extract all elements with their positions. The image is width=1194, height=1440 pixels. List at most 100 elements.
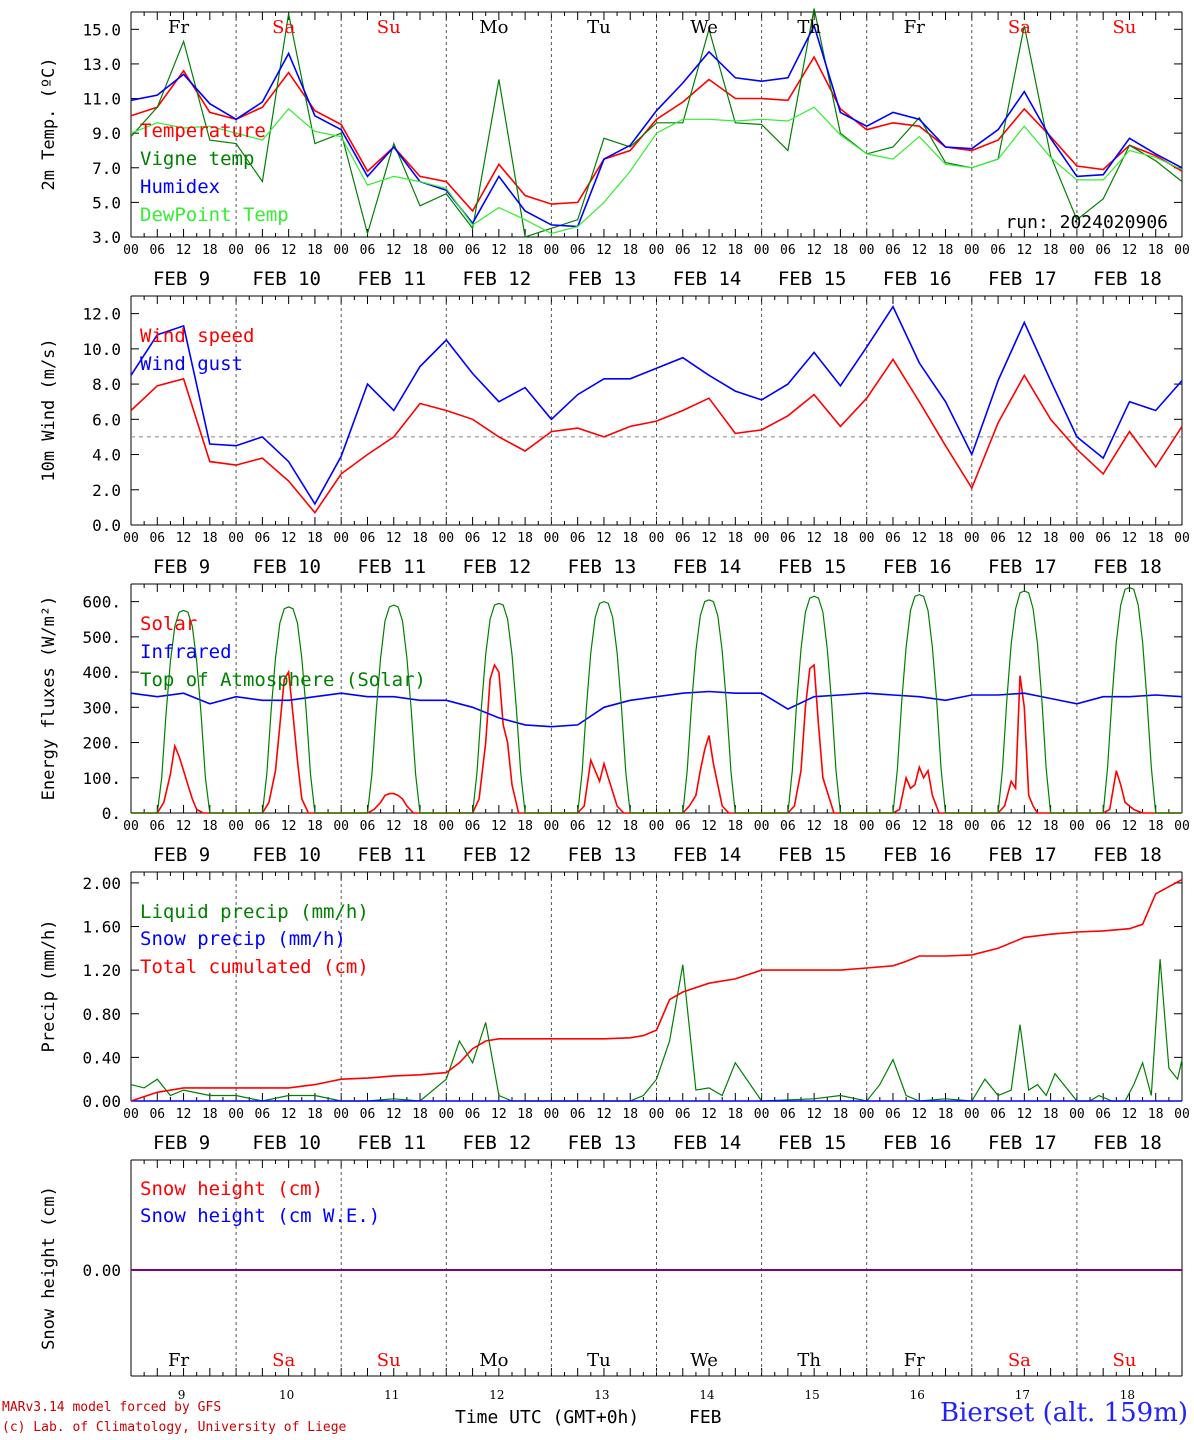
hour-tick-label: 18 (412, 243, 428, 258)
hour-tick-label: 06 (149, 531, 165, 546)
hour-tick-label: 18 (727, 531, 743, 546)
hour-tick-label: 18 (1043, 531, 1059, 546)
hour-tick-label: 12 (911, 819, 927, 834)
hour-tick-label: 18 (622, 1107, 638, 1122)
hour-tick-label: 18 (307, 1107, 323, 1122)
hour-tick-label: 18 (412, 819, 428, 834)
day-name-label: Sa (1008, 17, 1031, 38)
date-label: FEB 15 (778, 268, 847, 290)
legend-entry: Snow precip (mm/h) (140, 928, 346, 950)
y-tick-label: 100. (82, 769, 121, 788)
legend-entry: Total cumulated (cm) (140, 956, 369, 978)
y-axis-label: 2m Temp. (ºC) (39, 57, 59, 190)
hour-tick-label: 12 (491, 819, 507, 834)
hour-tick-label: 18 (517, 243, 533, 258)
hour-tick-label: 00 (544, 531, 560, 546)
day-number-label: 16 (910, 1388, 925, 1402)
day-name-label: Fr (904, 17, 925, 38)
hour-tick-label: 06 (990, 243, 1006, 258)
hour-tick-label: 18 (938, 243, 954, 258)
hour-tick-label: 18 (307, 531, 323, 546)
date-label: FEB 15 (778, 556, 847, 578)
day-name-label: Su (377, 17, 401, 38)
hour-tick-label: 06 (255, 531, 271, 546)
y-tick-label: 9.0 (92, 124, 121, 143)
hour-tick-label: 00 (964, 531, 980, 546)
day-number-label: 11 (384, 1388, 399, 1402)
hour-tick-label: 00 (333, 1107, 349, 1122)
date-label: FEB 9 (153, 556, 210, 578)
hour-tick-label: 12 (911, 243, 927, 258)
hour-tick-label: 00 (228, 243, 244, 258)
date-label: FEB 18 (1093, 556, 1162, 578)
model-credit: MARv3.14 model forced by GFS (2, 1400, 222, 1415)
hour-tick-label: 18 (938, 819, 954, 834)
hour-tick-label: 12 (596, 531, 612, 546)
hour-tick-label: 12 (1017, 1107, 1033, 1122)
hour-tick-label: 06 (885, 531, 901, 546)
hour-tick-label: 06 (570, 531, 586, 546)
hour-tick-label: 12 (701, 1107, 717, 1122)
hour-tick-label: 12 (701, 819, 717, 834)
date-label: FEB 17 (988, 556, 1057, 578)
day-number-label: 17 (1015, 1388, 1030, 1402)
day-name-label: Tu (587, 17, 611, 38)
day-name-label: Su (1112, 1350, 1136, 1371)
hour-tick-label: 12 (596, 1107, 612, 1122)
hour-tick-label: 06 (675, 1107, 691, 1122)
hour-tick-label: 18 (727, 819, 743, 834)
hour-tick-label: 12 (281, 243, 297, 258)
hour-tick-label: 00 (1174, 531, 1190, 546)
hour-tick-label: 06 (885, 819, 901, 834)
hour-tick-label: 18 (1043, 819, 1059, 834)
hour-tick-label: 12 (1017, 819, 1033, 834)
day-number-label: 18 (1120, 1388, 1135, 1402)
date-label: FEB 11 (357, 1132, 426, 1154)
date-label: FEB 18 (1093, 1132, 1162, 1154)
hour-tick-label: 00 (438, 531, 454, 546)
hour-tick-label: 00 (123, 531, 139, 546)
hour-tick-label: 06 (255, 243, 271, 258)
hour-tick-label: 12 (911, 1107, 927, 1122)
legend-entry: Vigne temp (140, 148, 254, 170)
hour-tick-label: 12 (386, 819, 402, 834)
date-label: FEB 10 (252, 1132, 321, 1154)
hour-tick-label: 12 (281, 1107, 297, 1122)
hour-tick-label: 06 (570, 243, 586, 258)
date-label: FEB 10 (252, 844, 321, 866)
day-number-label: 10 (279, 1388, 294, 1402)
hour-tick-label: 00 (1069, 531, 1085, 546)
date-label: FEB 14 (673, 1132, 742, 1154)
hour-tick-label: 00 (859, 1107, 875, 1122)
y-tick-label: 3.0 (92, 228, 121, 247)
day-number-label: 15 (805, 1388, 820, 1402)
hour-tick-label: 12 (491, 243, 507, 258)
hour-tick-label: 12 (281, 819, 297, 834)
hour-tick-label: 06 (780, 1107, 796, 1122)
series-line-1 (130, 304, 1183, 506)
hour-tick-label: 00 (754, 531, 770, 546)
legend-entry: Wind speed (140, 325, 254, 347)
hour-tick-label: 00 (1174, 819, 1190, 834)
y-tick-label: 6.0 (92, 410, 121, 429)
date-label: FEB 15 (778, 1132, 847, 1154)
hour-tick-label: 00 (1069, 243, 1085, 258)
day-name-label: Tu (587, 1350, 611, 1371)
series-line-2 (130, 23, 1183, 228)
hour-tick-label: 18 (622, 243, 638, 258)
day-number-label: 14 (699, 1388, 715, 1402)
hour-tick-label: 06 (885, 243, 901, 258)
hour-tick-label: 06 (675, 819, 691, 834)
date-label: FEB 13 (568, 1132, 637, 1154)
hour-tick-label: 06 (990, 1107, 1006, 1122)
panel-2: 0.0 2.0 4.0 6.0 8.0 10.0 12.0 10m Wind (m/s) Win… (39, 295, 1190, 578)
date-label: FEB 18 (1093, 844, 1162, 866)
station-name: Bierset (alt. 159m) (939, 1398, 1188, 1428)
hour-tick-label: 18 (202, 819, 218, 834)
hour-tick-label: 12 (1122, 819, 1138, 834)
hour-tick-label: 18 (1148, 243, 1164, 258)
day-name-label: Mo (479, 1350, 508, 1371)
legend-entry: Wind gust (140, 353, 243, 375)
hour-tick-label: 00 (754, 1107, 770, 1122)
hour-tick-label: 00 (1174, 243, 1190, 258)
